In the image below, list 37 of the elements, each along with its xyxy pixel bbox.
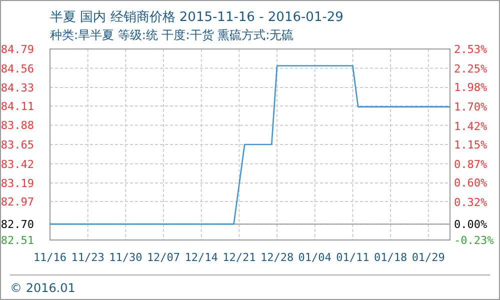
x-tick-label: 11/30: [109, 251, 142, 264]
y-tick-label: 83.19: [0, 177, 34, 190]
y2-tick-label: 1.98%: [454, 81, 488, 94]
y-tick-label: 83.88: [0, 119, 34, 132]
x-tick-label: 11/16: [33, 251, 67, 264]
y2-tick-label: 1.42%: [454, 120, 488, 133]
x-tick-label: 01/18: [374, 251, 408, 264]
y-tick-label: 84.33: [0, 82, 34, 95]
x-tick-label: 11/23: [71, 251, 104, 264]
y2-tick-label: 1.15%: [454, 138, 488, 152]
line-series: [49, 65, 451, 225]
y2-tick-label: -0.23%: [454, 234, 494, 247]
chart-subtitle: 种类:旱半夏 等级:统 干度:干货 熏硫方式:无硫: [50, 28, 294, 42]
x-tick-label: 01/04: [298, 251, 332, 264]
y2-tick-label: 0.60%: [454, 176, 488, 190]
y-tick-label: 83.65: [0, 138, 34, 152]
y-tick-label: 84.56: [0, 62, 34, 76]
y-tick-label: 84.79: [0, 43, 34, 56]
y2-tick-label: 2.53%: [454, 43, 488, 56]
y-tick-label: 84.11: [0, 100, 34, 113]
y-tick-label: 83.42: [0, 158, 34, 171]
x-tick-label: 12/28: [260, 251, 294, 264]
y2-tick-label: 0.00%: [454, 218, 488, 232]
x-tick-label: 12/21: [222, 251, 256, 264]
chart-title: 半夏 国内 经销商价格 2015-11-16 - 2016-01-29: [50, 10, 344, 25]
x-tick-label: 01/29: [412, 251, 445, 264]
x-tick-label: 12/07: [146, 251, 180, 264]
text: © 2016.01: [10, 281, 76, 295]
x-tick-label: 12/14: [184, 251, 218, 264]
y2-tick-label: 0.87%: [454, 158, 488, 171]
y2-tick-label: 0.32%: [454, 196, 488, 209]
y-tick-label: 82.70: [0, 218, 34, 232]
y-tick-label: 82.97: [0, 195, 34, 208]
y-tick-label: 82.51: [0, 234, 34, 247]
y2-tick-label: 1.70%: [454, 100, 488, 114]
x-tick-label: 01/11: [336, 251, 370, 264]
y2-tick-label: 2.25%: [454, 62, 488, 76]
